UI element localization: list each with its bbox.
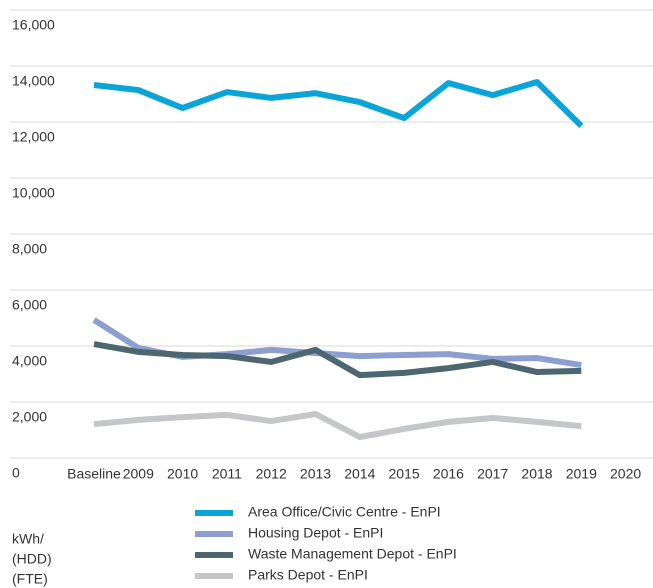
legend-label: Housing Depot - EnPI <box>248 525 383 541</box>
y-tick-label: 6,000 <box>12 297 47 313</box>
y-tick-label: 2,000 <box>12 409 47 425</box>
x-tick-label: 2017 <box>477 466 508 482</box>
series-line <box>93 341 582 379</box>
y-tick-label: 8,000 <box>12 241 47 257</box>
y-tick-label: 16,000 <box>12 17 55 33</box>
x-tick-label: 2018 <box>521 466 552 482</box>
x-tick-label: 2019 <box>566 466 597 482</box>
legend-label: Waste Management Depot - EnPI <box>248 546 457 562</box>
series-line <box>93 78 584 129</box>
x-tick-label: 2012 <box>256 466 287 482</box>
y-axis-label: (FTE) <box>12 571 48 587</box>
y-axis-label: kWh/ <box>12 531 44 547</box>
series-line <box>93 411 582 440</box>
x-tick-label: 2015 <box>389 466 420 482</box>
y-tick-label: 0 <box>12 465 20 481</box>
y-tick-label: 14,000 <box>12 73 55 89</box>
y-tick-label: 12,000 <box>12 129 55 145</box>
x-tick-label: 2013 <box>300 466 331 482</box>
x-tick-label: 2016 <box>433 466 464 482</box>
y-tick-label: 10,000 <box>12 185 55 201</box>
x-tick-label: Baseline <box>67 466 121 482</box>
legend-label: Parks Depot - EnPI <box>248 567 368 583</box>
x-tick-label: 2010 <box>167 466 198 482</box>
x-tick-label: 2020 <box>610 466 641 482</box>
x-tick-label: 2009 <box>123 466 154 482</box>
y-axis-label: (HDD) <box>12 551 52 567</box>
legend-label: Area Office/Civic Centre - EnPI <box>248 504 441 520</box>
y-tick-label: 4,000 <box>12 353 47 369</box>
series-line <box>92 317 582 369</box>
x-tick-label: 2014 <box>344 466 375 482</box>
x-tick-label: 2011 <box>212 466 242 482</box>
